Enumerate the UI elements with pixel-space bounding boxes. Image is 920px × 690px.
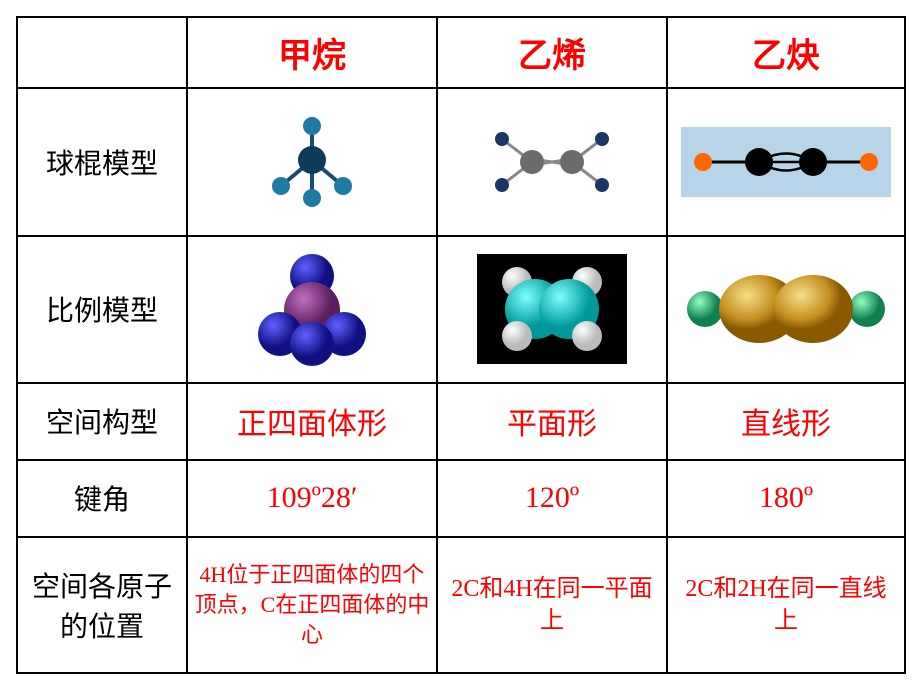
methane-ballstick-icon (257, 112, 367, 212)
angle-ethylene: 120º (437, 460, 667, 537)
angle-row: 键角 109º28′ 120º 180º (17, 460, 905, 537)
ethyne-spacefill-icon (681, 269, 891, 349)
label-geometry: 空间构型 (17, 383, 187, 460)
geometry-ethylene: 平面形 (437, 383, 667, 460)
header-methane: 甲烷 (187, 17, 437, 88)
position-row: 空间各原子的位置 4H位于正四面体的四个顶点，C在正四面体的中心 2C和4H在同… (17, 537, 905, 673)
img-ethylene-spacefill (437, 236, 667, 383)
ethylene-spacefill-icon (477, 254, 627, 364)
header-empty (17, 17, 187, 88)
img-methane-spacefill (187, 236, 437, 383)
position-ethyne: 2C和2H在同一直线上 (667, 537, 905, 673)
geometry-ethyne: 直线形 (667, 383, 905, 460)
header-ethyne: 乙炔 (667, 17, 905, 88)
position-ethylene: 2C和4H在同一平面上 (437, 537, 667, 673)
img-ethyne-spacefill (667, 236, 905, 383)
header-ethylene: 乙烯 (437, 17, 667, 88)
angle-ethyne: 180º (667, 460, 905, 537)
position-methane: 4H位于正四面体的四个顶点，C在正四面体的中心 (187, 537, 437, 673)
header-row: 甲烷 乙烯 乙炔 (17, 17, 905, 88)
geometry-methane: 正四面体形 (187, 383, 437, 460)
img-methane-ballstick (187, 88, 437, 235)
ethylene-ballstick-icon (472, 117, 632, 207)
molecule-comparison-table: 甲烷 乙烯 乙炔 球棍模型 (16, 16, 906, 674)
methane-spacefill-icon (252, 252, 372, 367)
ethyne-ballstick-icon (681, 127, 891, 197)
angle-methane: 109º28′ (187, 460, 437, 537)
label-angle: 键角 (17, 460, 187, 537)
label-spacefill: 比例模型 (17, 236, 187, 383)
label-ballstick: 球棍模型 (17, 88, 187, 235)
ballstick-row: 球棍模型 (17, 88, 905, 235)
geometry-row: 空间构型 正四面体形 平面形 直线形 (17, 383, 905, 460)
img-ethyne-ballstick (667, 88, 905, 235)
spacefill-row: 比例模型 (17, 236, 905, 383)
label-position: 空间各原子的位置 (17, 537, 187, 673)
img-ethylene-ballstick (437, 88, 667, 235)
